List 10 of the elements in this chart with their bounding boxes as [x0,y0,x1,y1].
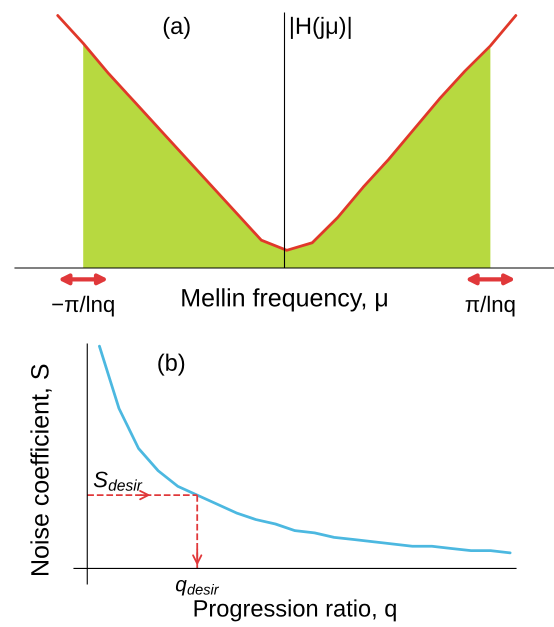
x-tick-label: −π/lnq [52,296,114,316]
y-axis-title: |H(jμ)| [290,16,351,39]
y-axis-title: Noise coefficient, S [30,364,52,575]
x-tick-label: π/lnq [466,296,515,316]
annotation: S$_{desir}$ [94,472,142,491]
x-axis-title: Mellin frequency, μ [182,288,387,312]
annotation: (a) [164,16,190,39]
annotation: (b) [158,354,184,376]
x-axis-title: Progression ratio, q [194,599,396,622]
text: q$_{desir}$ [176,580,220,596]
